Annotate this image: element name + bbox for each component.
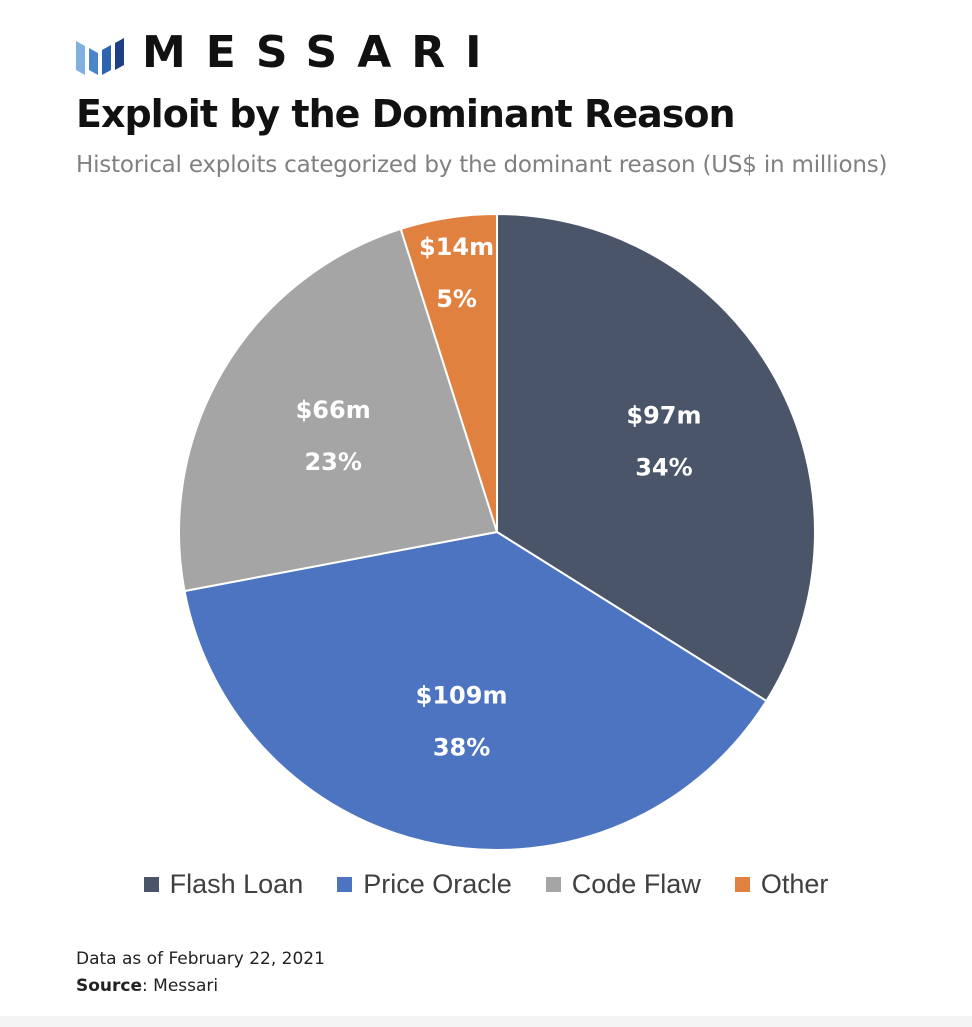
pie-slice-code-flaw: [178, 227, 499, 593]
slice-value-label-price-oracle: $109m: [416, 681, 508, 709]
footer: Data as of February 22, 2021 Source: Mes…: [76, 946, 325, 1000]
slice-percent-label-code-flaw: 23%: [304, 448, 361, 476]
legend-swatch-price-oracle: [337, 876, 353, 892]
brand-header: MESSARI: [76, 28, 502, 78]
legend-swatch-code-flaw: [545, 876, 561, 892]
legend-label-flash-loan: Flash Loan: [169, 868, 304, 899]
slice-value-label-flash-loan: $97m: [626, 402, 701, 430]
legend-swatch-flash-loan: [143, 876, 159, 892]
bottom-strip: [0, 1016, 972, 1027]
slice-percent-label-price-oracle: 38%: [433, 733, 490, 761]
chart-legend: Flash Loan Price Oracle Code Flaw Other: [0, 864, 972, 904]
chart-subtitle: Historical exploits categorized by the d…: [76, 152, 888, 178]
brand-name: MESSARI: [142, 27, 502, 78]
legend-item-flash-loan: Flash Loan: [143, 868, 304, 900]
legend-item-price-oracle: Price Oracle: [337, 869, 512, 900]
pie-slices: [178, 212, 816, 851]
source-line: Source: Messari: [76, 973, 325, 1000]
pie-slice-flash-loan: [496, 212, 816, 703]
chart-title: Exploit by the Dominant Reason: [76, 92, 736, 136]
legend-label-other: Other: [760, 868, 829, 899]
pie-labels: $97m 34% $109m 38% $66m 23% $14m 5%: [296, 233, 702, 761]
legend-item-other: Other: [734, 868, 829, 900]
pie-chart: $97m 34% $109m 38% $66m 23% $14m 5%: [178, 212, 816, 851]
legend-label-code-flaw: Code Flaw: [571, 868, 701, 899]
source-prefix: Source: [76, 976, 143, 996]
pie-slice-price-oracle: [183, 530, 768, 851]
slice-value-label-other: $14m: [419, 233, 494, 261]
pie-slice-other: [399, 212, 498, 533]
legend-label-price-oracle: Price Oracle: [363, 868, 512, 899]
legend-swatch-other: [734, 876, 750, 892]
source-value: : Messari: [142, 976, 219, 996]
slice-percent-label-other: 5%: [436, 285, 477, 313]
slice-value-label-code-flaw: $66m: [296, 396, 371, 424]
messari-logo-icon: [76, 38, 124, 75]
slice-percent-label-flash-loan: 34%: [635, 454, 692, 482]
legend-item-code-flaw: Code Flaw: [545, 868, 701, 900]
date-note: Data as of February 22, 2021: [76, 949, 325, 969]
